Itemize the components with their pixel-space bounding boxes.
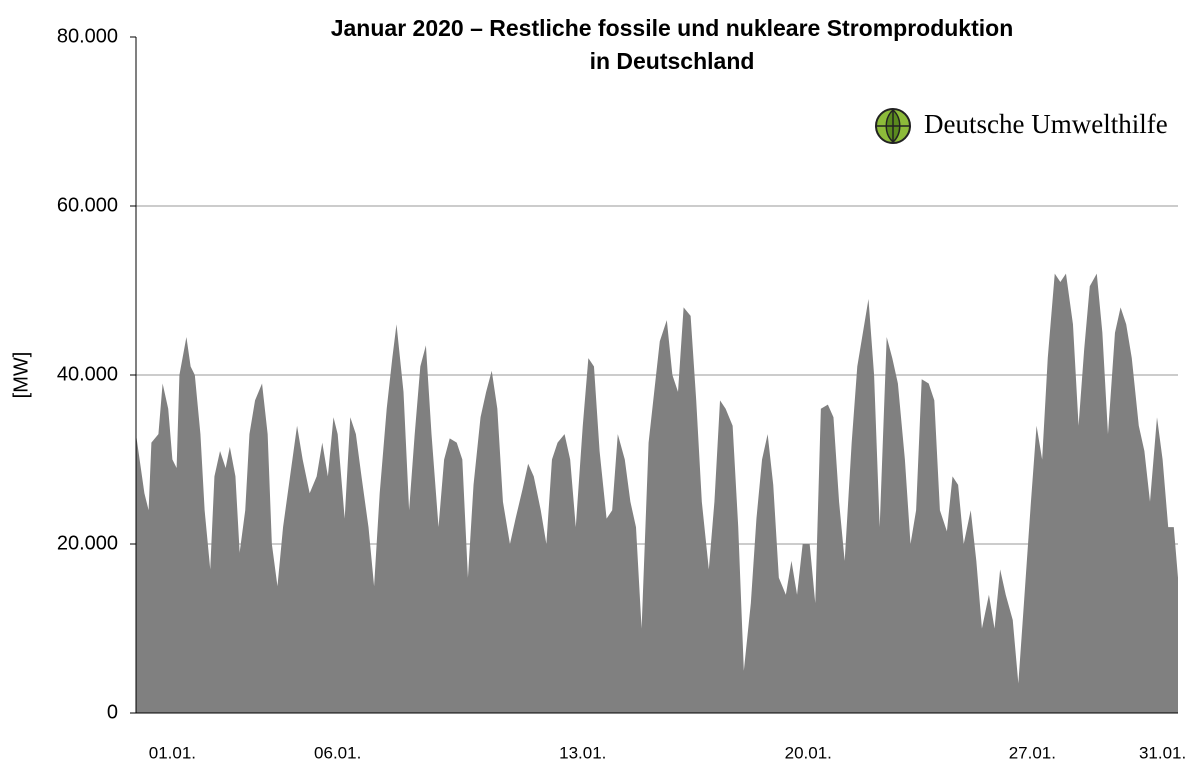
x-tick-label: 13.01.	[559, 743, 606, 762]
y-axis-label: [MW]	[10, 352, 32, 399]
y-tick-label: 20.000	[57, 532, 118, 554]
y-tick-label: 40.000	[57, 363, 118, 385]
logo-text: Deutsche Umwelthilfe	[924, 109, 1168, 139]
y-tick-label: 0	[107, 701, 118, 723]
y-tick-label: 60.000	[57, 194, 118, 216]
chart-title: in Deutschland	[590, 48, 755, 74]
y-tick-label: 80.000	[57, 25, 118, 47]
x-tick-label: 01.01.	[149, 743, 196, 762]
chart-title: Januar 2020 – Restliche fossile und nukl…	[331, 15, 1014, 41]
logo-icon	[875, 108, 911, 144]
area	[136, 273, 1178, 713]
x-tick-label: 06.01.	[314, 743, 361, 762]
x-tick-label: 20.01.	[785, 743, 832, 762]
x-tick-label: 27.01.	[1009, 743, 1056, 762]
x-tick-label: 31.01.	[1139, 743, 1186, 762]
